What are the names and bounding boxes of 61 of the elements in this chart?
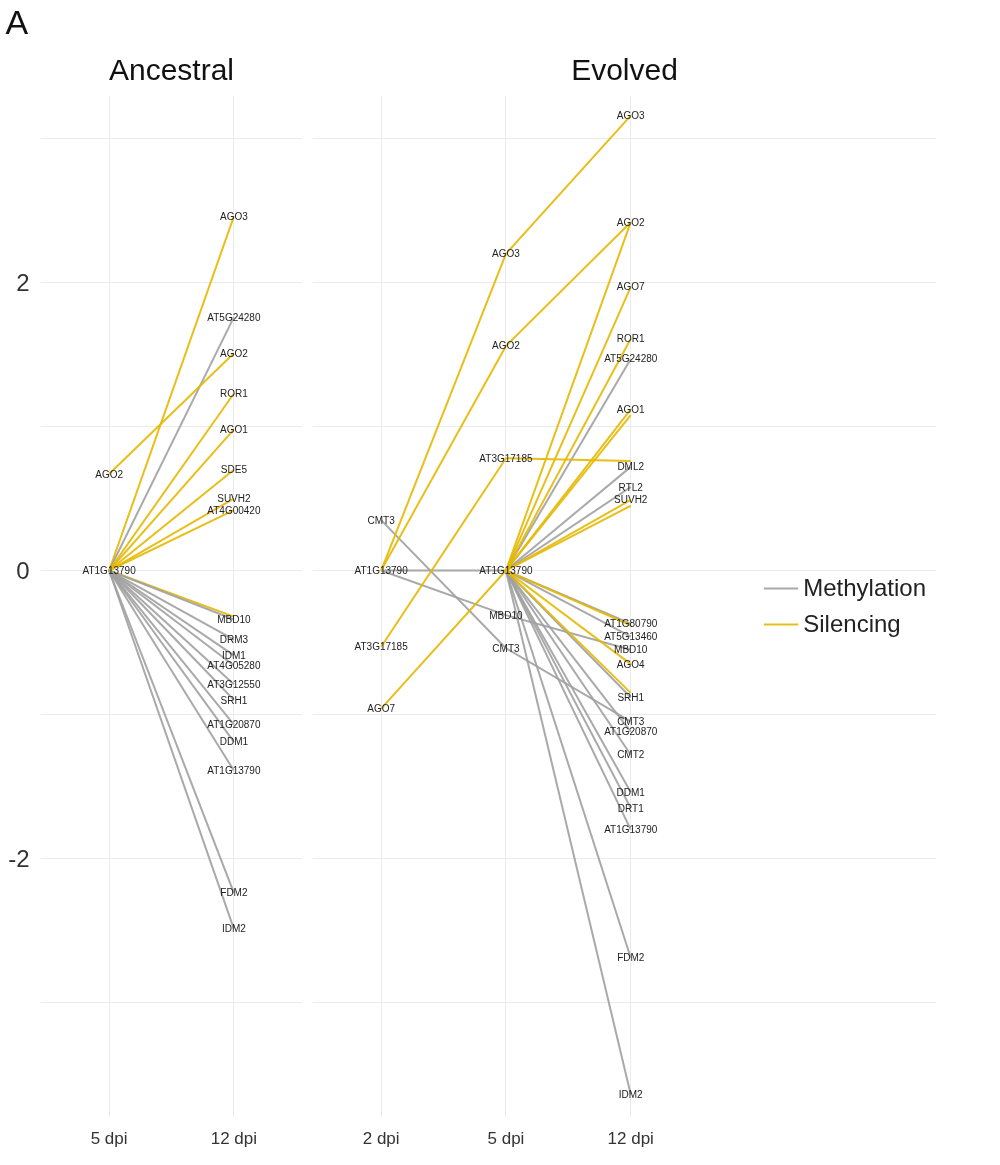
- annotation: AGO2: [95, 468, 124, 480]
- annotation: AGO4: [616, 658, 646, 670]
- annotation: AT1G20870: [604, 726, 658, 738]
- annotation: DDM1: [616, 786, 646, 798]
- annotation: AT3G17185: [354, 641, 409, 653]
- annotation: CMT3: [367, 514, 396, 526]
- annotation: IDM2: [618, 1088, 644, 1100]
- annotation: IDM2: [221, 923, 247, 935]
- annotation: CMT3: [617, 716, 645, 728]
- annotation: SUVH2: [217, 493, 251, 505]
- annotation: CMT3: [492, 642, 520, 654]
- annotation: ROR1: [616, 333, 646, 345]
- annotation: CMT2: [617, 749, 645, 761]
- annotation: AT5G13460: [604, 631, 658, 643]
- annotation: AGO7: [616, 281, 646, 293]
- annotation: AT1G80790: [604, 618, 658, 630]
- annotation: MBD10: [489, 609, 524, 621]
- annotation: RTL2: [618, 481, 644, 493]
- annotation: DDM1: [219, 736, 249, 748]
- y-tick-label: 2: [16, 269, 30, 297]
- x-tick-label: 12 dpi: [607, 1128, 654, 1148]
- annotation: DML2: [617, 461, 645, 473]
- annotation: SRH1: [220, 694, 248, 706]
- annotation: AT1G13790: [207, 765, 261, 777]
- annotation: ROR1: [219, 387, 249, 399]
- annotation: DRT1: [617, 802, 645, 814]
- annotation: AGO7: [367, 703, 396, 715]
- legend-label: Methylation: [803, 574, 926, 602]
- x-tick-label: 2 dpi: [362, 1128, 400, 1148]
- annotation: AT1G20870: [207, 719, 261, 731]
- annotation: IDM1: [221, 649, 247, 661]
- annotation: MBD10: [217, 613, 251, 625]
- annotation: AGO2: [219, 347, 249, 359]
- annotation: SUVH2: [614, 494, 648, 506]
- annotation: FDM2: [220, 887, 248, 899]
- annotation: DRM3: [219, 634, 249, 646]
- annotation: AT4G05280: [207, 660, 261, 672]
- annotation: MBD10: [614, 644, 648, 656]
- annotation: SRH1: [617, 691, 645, 703]
- y-tick-label: -2: [8, 844, 30, 872]
- annotation: FDM2: [617, 952, 645, 964]
- annotation: AT3G17185: [479, 452, 533, 464]
- annotation: AGO2: [616, 216, 646, 228]
- annotation: AGO1: [219, 423, 249, 435]
- x-tick-label: 5 dpi: [90, 1128, 128, 1148]
- x-tick-label: 5 dpi: [487, 1128, 525, 1148]
- y-tick-label: 0: [16, 557, 30, 585]
- chart-title: Evolved: [571, 52, 678, 86]
- annotation: AT5G24280: [207, 311, 261, 323]
- annotation: AGO1: [616, 403, 646, 415]
- legend-label: Silencing: [803, 610, 901, 638]
- annotation: AGO3: [616, 110, 646, 122]
- annotation: AT1G13790: [82, 565, 137, 577]
- annotation: SDE5: [220, 464, 248, 476]
- text: A: [5, 2, 29, 41]
- annotation: AGO3: [219, 210, 249, 222]
- annotation: AT1G13790: [604, 824, 658, 836]
- annotation: AT1G13790: [354, 565, 409, 577]
- x-tick-label: 12 dpi: [210, 1128, 258, 1148]
- annotation: AT3G12550: [207, 678, 261, 690]
- chart-title: Ancestral: [108, 52, 235, 86]
